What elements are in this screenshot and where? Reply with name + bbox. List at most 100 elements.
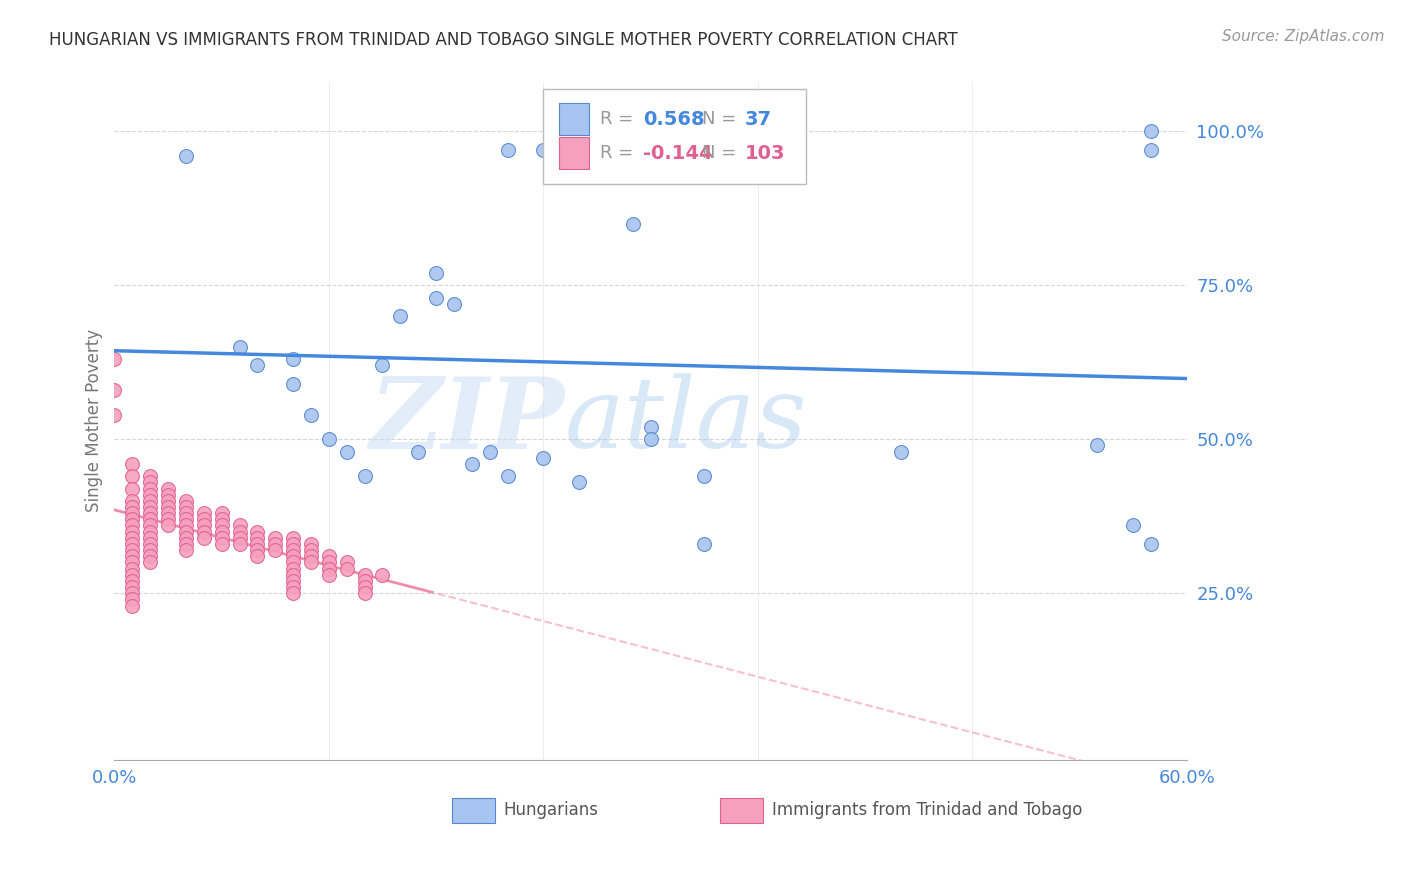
Point bbox=[353, 580, 375, 594]
Point bbox=[281, 567, 304, 582]
Text: -0.144: -0.144 bbox=[643, 144, 713, 162]
Point bbox=[281, 376, 304, 391]
Point bbox=[568, 143, 591, 157]
Point bbox=[693, 537, 716, 551]
Point bbox=[1122, 518, 1144, 533]
Point bbox=[174, 543, 197, 558]
Point bbox=[157, 482, 180, 496]
Point bbox=[353, 586, 375, 600]
Point bbox=[353, 469, 375, 483]
Point bbox=[1140, 124, 1163, 138]
FancyBboxPatch shape bbox=[720, 798, 763, 822]
Point bbox=[281, 352, 304, 367]
Point bbox=[139, 512, 162, 526]
Point bbox=[228, 518, 250, 533]
Point bbox=[121, 482, 143, 496]
Point bbox=[121, 531, 143, 545]
Point bbox=[264, 537, 287, 551]
Point bbox=[139, 531, 162, 545]
Point bbox=[640, 432, 662, 446]
Point bbox=[139, 506, 162, 520]
Point bbox=[568, 143, 591, 157]
Point bbox=[121, 500, 143, 514]
Point bbox=[228, 537, 250, 551]
Point bbox=[139, 482, 162, 496]
Point bbox=[157, 493, 180, 508]
Point bbox=[157, 488, 180, 502]
Point bbox=[174, 506, 197, 520]
Y-axis label: Single Mother Poverty: Single Mother Poverty bbox=[86, 329, 103, 512]
Point bbox=[531, 450, 554, 465]
Point bbox=[496, 143, 519, 157]
Point bbox=[121, 537, 143, 551]
Point bbox=[318, 549, 340, 564]
Point bbox=[246, 524, 269, 539]
Point bbox=[371, 359, 394, 373]
Point bbox=[425, 266, 447, 280]
Point bbox=[193, 524, 215, 539]
Point bbox=[246, 549, 269, 564]
Point bbox=[496, 469, 519, 483]
Point bbox=[281, 580, 304, 594]
Point bbox=[121, 512, 143, 526]
Text: Hungarians: Hungarians bbox=[503, 801, 599, 820]
Point bbox=[318, 561, 340, 575]
Point bbox=[353, 567, 375, 582]
Point bbox=[139, 469, 162, 483]
Point bbox=[174, 149, 197, 163]
Text: R =: R = bbox=[600, 145, 640, 162]
Point bbox=[121, 506, 143, 520]
Point bbox=[174, 531, 197, 545]
Point bbox=[318, 567, 340, 582]
Text: R =: R = bbox=[600, 111, 640, 128]
Point bbox=[281, 537, 304, 551]
Point bbox=[1140, 143, 1163, 157]
Point bbox=[121, 580, 143, 594]
Point bbox=[193, 518, 215, 533]
FancyBboxPatch shape bbox=[543, 88, 806, 184]
Point bbox=[139, 488, 162, 502]
Point bbox=[157, 500, 180, 514]
Point bbox=[443, 296, 465, 310]
Point bbox=[264, 543, 287, 558]
Point bbox=[281, 556, 304, 570]
Point bbox=[174, 537, 197, 551]
Point bbox=[174, 518, 197, 533]
Point bbox=[621, 217, 644, 231]
Point bbox=[211, 537, 233, 551]
Point bbox=[139, 537, 162, 551]
Point bbox=[103, 383, 125, 397]
Point bbox=[693, 469, 716, 483]
Text: N =: N = bbox=[702, 145, 742, 162]
Point bbox=[174, 524, 197, 539]
Point bbox=[139, 549, 162, 564]
Point bbox=[640, 420, 662, 434]
Point bbox=[121, 574, 143, 588]
FancyBboxPatch shape bbox=[560, 136, 589, 169]
Point bbox=[318, 432, 340, 446]
Text: atlas: atlas bbox=[565, 373, 807, 468]
Point bbox=[461, 457, 484, 471]
Point bbox=[139, 556, 162, 570]
Point bbox=[139, 475, 162, 490]
Point bbox=[371, 567, 394, 582]
Point bbox=[228, 340, 250, 354]
Point bbox=[193, 506, 215, 520]
Point bbox=[139, 524, 162, 539]
Point bbox=[299, 556, 322, 570]
Point bbox=[193, 512, 215, 526]
Point bbox=[264, 531, 287, 545]
Point bbox=[121, 561, 143, 575]
Point bbox=[103, 352, 125, 367]
Point bbox=[281, 561, 304, 575]
Point bbox=[1085, 438, 1108, 452]
Point bbox=[121, 592, 143, 607]
Point bbox=[139, 493, 162, 508]
Point bbox=[281, 586, 304, 600]
Point bbox=[121, 524, 143, 539]
Point bbox=[211, 524, 233, 539]
Point bbox=[299, 537, 322, 551]
Point bbox=[174, 493, 197, 508]
Point bbox=[425, 291, 447, 305]
Point bbox=[121, 556, 143, 570]
